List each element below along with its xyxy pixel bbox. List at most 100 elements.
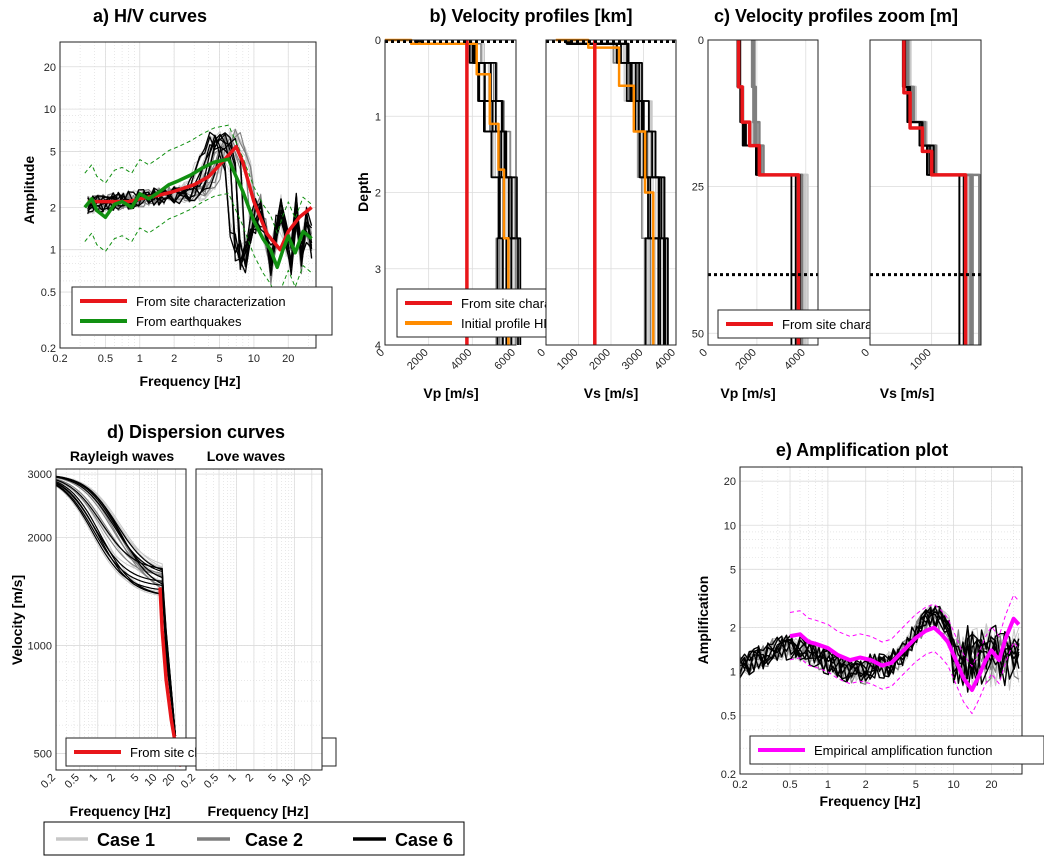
dl-xtick-label: 0.2 [179, 772, 198, 791]
dr-case-curve [55, 477, 177, 736]
vp-km-ylabel: Depth [355, 172, 371, 212]
panel-d-title: d) Dispersion curves [107, 422, 285, 442]
amp-xtick-label: 20 [985, 779, 997, 791]
dr-case-curve [55, 482, 177, 736]
hv-xtick-label: 2 [171, 353, 177, 365]
dr-xtick-label: 0.2 [39, 772, 58, 791]
dr-case-curve [55, 480, 177, 736]
vpkm-xtick-label: 6000 [492, 347, 518, 373]
vpkm-ytick-label: 4 [375, 340, 381, 352]
dr-case-curve [55, 484, 177, 736]
vpm-xtick-label: 4000 [782, 347, 808, 373]
dr-case-curve [55, 485, 176, 736]
hv-ytick-label: 10 [44, 104, 56, 116]
amp-ytick-label: 20 [724, 476, 736, 488]
amp-case-curve [739, 606, 1020, 693]
panel-d-dispersion: d) Dispersion curves Rayleigh waves Love… [9, 422, 337, 819]
vpkm-frame [384, 39, 517, 346]
panel-c-velocity-m: c) Velocity profiles zoom [m] 0 2000 4000 0… [692, 6, 982, 401]
amp-xtick-label: 1 [825, 779, 831, 791]
vpm-xtick-label: 2000 [733, 347, 759, 373]
panel-c-title: c) Velocity profiles zoom [m] [714, 6, 958, 26]
dr-case-curve [55, 475, 176, 736]
vpkm-ytick-label: 3 [375, 264, 381, 276]
love-xlabel: Frequency [Hz] [207, 803, 308, 819]
dr-case-curve [55, 479, 177, 736]
hv-ytick-label: 1 [50, 245, 56, 257]
vsm-xtick-label: 0 [859, 347, 872, 360]
dl-xtick-label: 5 [266, 772, 279, 785]
amp-ytick-label: 5 [730, 564, 736, 576]
amp-empirical-curve [789, 616, 1021, 692]
dr-case-curve [55, 483, 177, 736]
hv-xlabel: Frequency [Hz] [139, 373, 240, 389]
hv-xtick-label: 0.2 [52, 353, 67, 365]
amp-ytick-label: 2 [730, 623, 736, 635]
rayleigh-xlabel: Frequency [Hz] [69, 803, 170, 819]
vpm-site-profile [736, 40, 801, 345]
panel-e-amplification: e) Amplification plot 0.2 0.5 1 2 5 10 200.20.… [695, 440, 1044, 809]
love-subtitle: Love waves [207, 448, 286, 464]
amp-xtick-label: 0.2 [732, 779, 747, 791]
dr-xtick-label: 2 [105, 772, 118, 785]
vs-km-axes: 0 1000 2000 3000 4000 [535, 38, 678, 373]
vpkm-ytick-label: 1 [375, 111, 381, 123]
case-2-label: Case 2 [245, 830, 303, 850]
vpkm-hhs-profile [385, 38, 510, 345]
vsm-frame [869, 39, 982, 346]
dr-ytick-label: 3000 [28, 469, 52, 481]
case-1-label: Case 1 [97, 830, 155, 850]
vs-km-xlabel: Vs [m/s] [584, 385, 638, 401]
amp-ylabel: Amplification [695, 576, 711, 665]
amp-xlabel: Frequency [Hz] [819, 793, 920, 809]
dl-xtick-label: 10 [279, 772, 296, 789]
hv-xtick-label: 1 [137, 353, 143, 365]
hv-ytick-label: 0.2 [41, 343, 56, 355]
vskm-xtick-label: 0 [535, 347, 548, 360]
case-6-label: Case 6 [395, 830, 453, 850]
vpkm-ytick-label: 2 [375, 188, 381, 200]
dr-xtick-label: 1 [87, 772, 100, 785]
vpm-ytick-label: 50 [692, 328, 704, 340]
amp-legend-label: Empirical amplification function [814, 743, 992, 758]
dr-ytick-label: 1000 [28, 640, 52, 652]
amp-axes: 0.2 0.5 1 2 5 10 20 0.2 0.5 1 2 5 10 20 Empirical ampl… [721, 466, 1044, 791]
panel-b-velocity-km: b) Velocity profiles [km] 0 2000 4000 6000 0… [355, 6, 678, 401]
vkm-legend-label: Initial profile HHS [461, 316, 562, 331]
hv-legend-label: From site characterization [136, 294, 286, 309]
vpkm-case-profile [417, 40, 510, 345]
dl-xtick-label: 0.5 [202, 772, 221, 791]
vsm-plot-area [870, 40, 981, 345]
vpkm-xtick-label: 4000 [449, 347, 475, 373]
amp-ytick-label: 0.2 [721, 769, 736, 781]
hv-ytick-label: 5 [50, 146, 56, 158]
hv-legend-box [71, 286, 333, 336]
hv-legend-label: From earthquakes [136, 314, 242, 329]
case-legend-box [43, 821, 465, 856]
amp-xtick-label: 0.5 [782, 779, 797, 791]
panel-a-title: a) H/V curves [93, 6, 207, 26]
dl-plot-area [196, 469, 322, 770]
amp-case-curve [739, 611, 1020, 687]
dr-ytick-label: 2000 [28, 532, 52, 544]
vs-m-axes: 0 1000 [859, 39, 982, 372]
dl-frame [195, 468, 323, 771]
vskm-xtick-label: 4000 [652, 347, 678, 373]
rayleigh-subtitle: Rayleigh waves [70, 448, 174, 464]
vs-m-xlabel: Vs [m/s] [880, 385, 934, 401]
hv-eq-lower [84, 192, 312, 302]
hv-ytick-label: 0.5 [41, 287, 56, 299]
amp-ytick-label: 1 [730, 667, 736, 679]
vskm-frame [545, 39, 677, 346]
case-legend: Case 1 Case 2 Case 6 [43, 821, 465, 856]
hv-xtick-label: 20 [282, 353, 294, 365]
amp-xtick-label: 5 [913, 779, 919, 791]
vp-m-xlabel: Vp [m/s] [720, 385, 775, 401]
dr-xtick-label: 0.5 [63, 772, 82, 791]
panel-b-title: b) Velocity profiles [km] [429, 6, 632, 26]
hv-xtick-label: 10 [248, 353, 260, 365]
panel-e-title: e) Amplification plot [776, 440, 948, 460]
vskm-case-profile [565, 40, 667, 345]
amp-ytick-label: 10 [724, 520, 736, 532]
